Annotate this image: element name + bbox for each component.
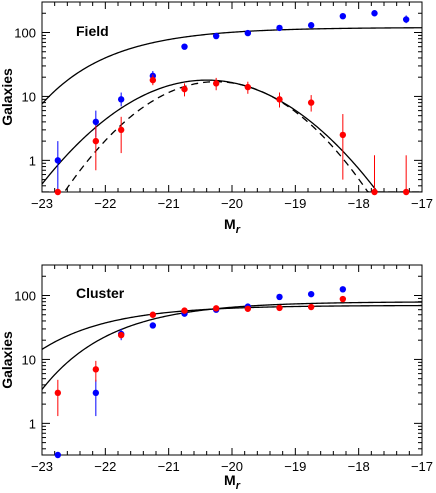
y-tick-label: 100 (14, 26, 36, 41)
data-point (244, 29, 252, 37)
data-point (54, 451, 62, 459)
data-point (276, 96, 283, 103)
data-point (402, 188, 410, 196)
x-tick-label: −20 (221, 459, 243, 474)
data-point (149, 322, 157, 329)
x-axis-label-main: M (224, 472, 236, 488)
y-tick-label: 10 (22, 352, 36, 367)
data-point (181, 307, 188, 314)
data-point (117, 96, 125, 103)
x-tick-label: −19 (284, 196, 306, 211)
panel-title: Field (76, 23, 109, 39)
x-tick-label: −18 (348, 196, 370, 211)
x-axis-label-subscript: r (236, 480, 241, 492)
x-axis-label-subscript: r (236, 224, 241, 236)
data-point (307, 99, 315, 106)
data-points (54, 10, 410, 196)
data-point (276, 304, 283, 312)
tick-marks: −23 −22 −21 −20 −19 −18 −17 1 10 100 (14, 1, 433, 211)
data-point (117, 126, 125, 134)
fit-curves (42, 27, 422, 192)
data-point (339, 295, 347, 303)
y-tick-label: 10 (22, 89, 36, 104)
data-point (212, 32, 220, 40)
x-tick-label: −23 (31, 459, 53, 474)
x-tick-label: −20 (221, 196, 243, 211)
data-point (212, 80, 220, 87)
y-tick-label: 1 (29, 153, 36, 168)
data-point (149, 76, 157, 84)
data-point (339, 12, 347, 20)
x-axis-label: Mr (224, 472, 241, 492)
y-axis-label: Galaxies (0, 68, 15, 126)
x-tick-label: −17 (411, 459, 433, 474)
data-point (149, 311, 157, 318)
data-point (181, 85, 188, 93)
data-point (371, 188, 378, 196)
data-point (339, 131, 347, 139)
data-point (339, 286, 347, 293)
data-point (92, 118, 100, 126)
data-point (92, 137, 100, 145)
data-point (244, 83, 252, 91)
data-point (54, 188, 62, 196)
x-tick-label: −22 (94, 459, 116, 474)
x-tick-label: −23 (31, 196, 53, 211)
fit-curve (42, 81, 422, 192)
x-axis-label-main: M (224, 216, 236, 232)
data-point (92, 389, 100, 397)
data-point (276, 24, 283, 32)
data-point (92, 366, 100, 373)
data-point (54, 389, 62, 397)
data-point (54, 157, 62, 164)
x-tick-label: −22 (94, 196, 116, 211)
x-tick-label: −17 (411, 196, 433, 211)
x-axis-label: Mr (224, 216, 241, 236)
data-point (181, 43, 188, 50)
y-axis-label: Galaxies (0, 331, 15, 389)
data-point (117, 331, 125, 339)
y-tick-label: 1 (29, 416, 36, 431)
cluster-panel: −23 −22 −21 −20 −19 −18 −17 1 10 100 Cluster Gala… (0, 264, 433, 492)
x-tick-label: −19 (284, 459, 306, 474)
x-tick-label: −18 (348, 459, 370, 474)
fit-curves (42, 301, 422, 390)
fit-curve (42, 304, 422, 350)
data-point (212, 305, 220, 312)
field-panel: −23 −22 −21 −20 −19 −18 −17 1 10 100 Field Galaxi… (0, 1, 433, 236)
x-tick-label: −21 (158, 459, 180, 474)
data-point (307, 290, 315, 298)
data-point (244, 305, 252, 312)
data-point (276, 293, 283, 301)
tick-marks: −23 −22 −21 −20 −19 −18 −17 1 10 100 (14, 264, 433, 474)
x-tick-label: −21 (158, 196, 180, 211)
data-point (402, 16, 410, 23)
data-points (54, 286, 347, 459)
data-point (371, 10, 378, 17)
fit-curve (42, 301, 422, 390)
data-point (307, 22, 315, 29)
fit-curve (42, 27, 422, 105)
fit-curve (42, 79, 422, 192)
panel-title: Cluster (76, 285, 125, 301)
data-point (307, 303, 315, 311)
y-tick-label: 100 (14, 289, 36, 304)
